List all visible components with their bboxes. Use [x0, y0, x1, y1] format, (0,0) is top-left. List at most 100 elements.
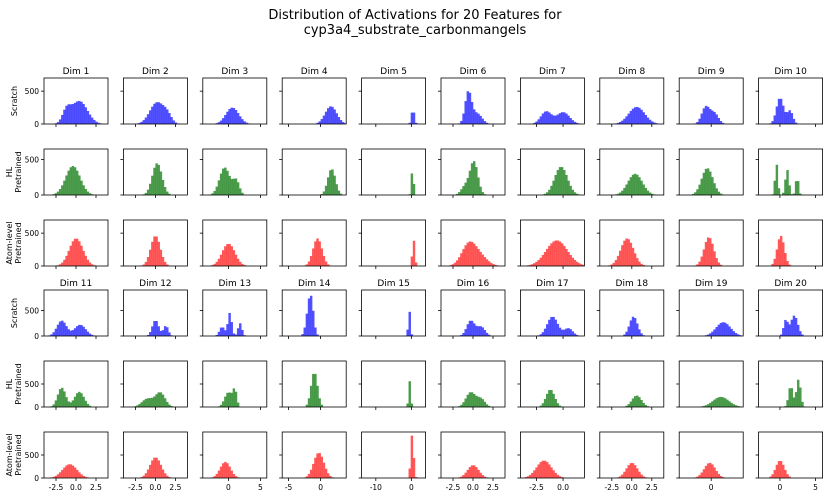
histogram-bar	[320, 194, 324, 195]
histogram-bar	[773, 258, 776, 266]
histogram-bar	[546, 393, 549, 407]
histogram-bar	[155, 236, 158, 266]
subplot-title: Dim 3	[221, 67, 248, 77]
histogram-bar	[151, 397, 154, 407]
histogram-bar	[337, 190, 341, 195]
histogram-bar	[640, 180, 643, 195]
histogram-bar	[460, 334, 463, 336]
histogram-bar	[73, 238, 77, 266]
histogram-bar	[631, 108, 635, 124]
histogram-bar	[692, 193, 695, 195]
histogram-bar	[633, 253, 637, 266]
histogram-bar	[318, 398, 321, 407]
histogram-bar	[88, 262, 92, 266]
histogram-bar	[479, 472, 482, 478]
histogram-bar	[93, 119, 96, 124]
histogram-bar	[631, 247, 635, 266]
histogram-bar	[636, 174, 639, 195]
histogram-bar	[52, 404, 55, 407]
histogram-bar	[558, 167, 562, 195]
histogram-bar	[157, 460, 160, 478]
histogram-bar	[638, 471, 641, 478]
histogram-bar	[219, 327, 223, 336]
histogram-bar	[213, 190, 216, 195]
histogram-bar	[54, 475, 58, 478]
histogram-bar	[470, 163, 474, 195]
histogram-bar	[702, 249, 706, 266]
histogram-bar	[724, 322, 727, 336]
histogram-bar	[711, 110, 714, 124]
histogram-bar	[412, 457, 416, 478]
histogram-bar	[410, 435, 414, 478]
histogram-bar	[462, 402, 465, 407]
row-label-line-1: Atom-level	[5, 433, 14, 476]
histogram-bar	[215, 261, 219, 266]
histogram-bar	[82, 250, 85, 266]
histogram-bar	[470, 320, 474, 336]
histogram-bar	[58, 189, 62, 195]
histogram-bar	[792, 193, 796, 195]
histogram-bar	[706, 106, 710, 124]
histogram-bar	[788, 324, 791, 336]
histogram-bar	[78, 472, 81, 478]
histogram-bar	[166, 401, 169, 407]
histogram-bar	[320, 456, 324, 478]
histogram-bar	[556, 240, 560, 266]
histogram-bar	[65, 397, 68, 407]
histogram-bar	[412, 183, 416, 195]
histogram-bar	[149, 398, 152, 407]
histogram-bar	[163, 261, 167, 266]
histogram-bar	[406, 329, 409, 336]
subplot-frame	[281, 148, 347, 196]
histogram-bar	[466, 469, 470, 478]
histogram-bar	[494, 264, 497, 266]
histogram-bar	[717, 473, 721, 478]
histogram-bar	[619, 250, 622, 266]
histogram-bar	[709, 171, 712, 195]
histogram-bar	[232, 250, 236, 266]
histogram-bar	[616, 255, 620, 266]
histogram-bar	[775, 164, 779, 195]
histogram-bar	[636, 258, 639, 266]
histogram-bar	[721, 477, 725, 478]
x-tick-label: 2.5	[169, 483, 181, 492]
histogram-bar	[312, 248, 315, 266]
histogram-bar	[631, 174, 635, 195]
histogram-bar	[554, 115, 557, 124]
histogram-bar	[782, 328, 785, 336]
histogram-bar	[73, 167, 77, 195]
histogram-bar	[228, 175, 231, 195]
histogram-bar	[481, 192, 484, 195]
histogram-bar	[144, 473, 148, 478]
histogram-bar	[713, 251, 716, 266]
x-tick-label: -2.5	[446, 483, 461, 492]
histogram-bar	[414, 262, 418, 266]
histogram-bar	[65, 175, 68, 195]
histogram-bar	[711, 464, 714, 478]
histogram-bar	[625, 468, 628, 478]
row-label-line-2: Pretrained	[14, 363, 23, 404]
y-tick-label: 0	[34, 403, 39, 412]
histogram-bar	[215, 123, 219, 124]
histogram-bar	[324, 111, 328, 124]
histogram-bar	[533, 122, 536, 124]
histogram-bar	[243, 121, 246, 124]
histogram-bar	[149, 249, 152, 266]
histogram-bar	[479, 115, 482, 124]
histogram-bar	[640, 333, 643, 336]
histogram-bar	[82, 326, 85, 336]
histogram-bar	[222, 327, 225, 336]
histogram-bar	[78, 324, 81, 336]
histogram-bar	[84, 255, 87, 266]
histogram-bar	[473, 243, 476, 266]
histogram-bar	[623, 118, 626, 124]
histogram-bar	[790, 194, 794, 195]
histogram-bar	[619, 192, 622, 195]
histogram-bar	[80, 101, 83, 124]
y-tick-label: 0	[34, 191, 39, 200]
histogram-bar	[230, 322, 233, 336]
histogram-bar	[161, 394, 165, 407]
histogram-bar	[640, 109, 643, 124]
histogram-bar	[67, 401, 70, 407]
histogram-bar	[80, 245, 83, 266]
